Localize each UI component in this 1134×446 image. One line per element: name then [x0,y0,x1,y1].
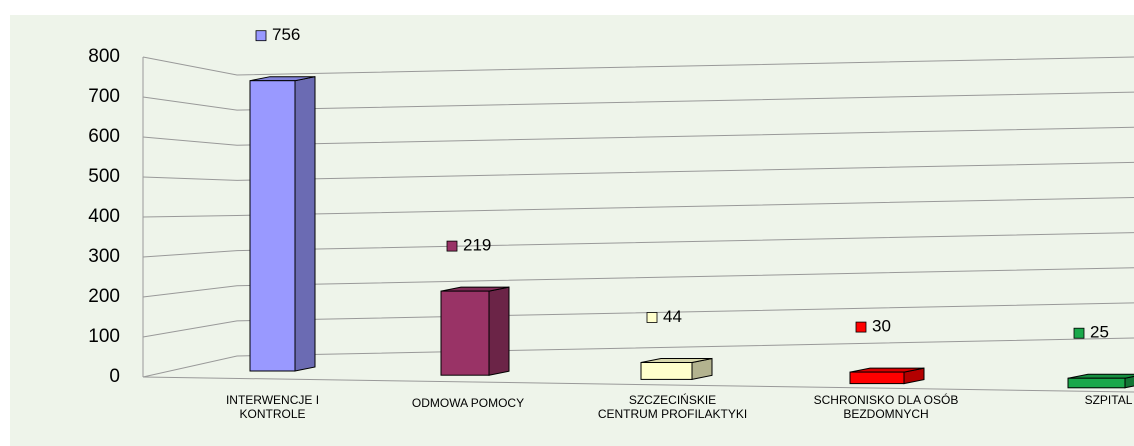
bar [849,371,905,385]
x-tick-label: SZCZECIŃSKIE CENTRUM PROFILAKTYKI [597,393,748,421]
grid-line [142,197,1134,218]
floor-edge [142,376,1134,393]
value-label: 25 [1090,323,1109,342]
y-tick-label: 300 [88,246,120,267]
y-tick-label: 0 [109,366,120,387]
x-tick-label: ODMOWA POMOCY [411,396,525,410]
value-label-key [1073,327,1085,339]
value-label: 219 [463,236,491,255]
grid-line [142,267,1134,298]
bar [640,362,693,380]
grid-line [142,126,1134,146]
value-label-key [255,30,267,42]
value-label-key [446,240,458,252]
y-tick-label: 200 [88,286,120,307]
x-tick-label: INTERWENCJE I KONTROLE [225,393,320,421]
y-tick-label: 500 [88,166,120,187]
grid-line [142,337,1134,378]
grid-line [142,56,1134,76]
value-label-key [646,312,658,323]
bar [440,290,490,376]
bar [249,80,296,372]
y-tick-label: 800 [88,46,120,67]
bar-side [488,286,510,376]
plot-background [10,15,1134,446]
grid-line [142,91,1134,111]
y-tick-label: 400 [88,206,120,227]
bar [1067,377,1126,389]
bar-side [294,76,316,372]
grid-line [142,232,1134,258]
grid-line [142,161,1134,181]
y-tick-label: 100 [88,326,120,347]
value-label: 30 [872,317,891,336]
x-tick-label: SCHRONISKO DLA OSÓB BEZDOMNYCH [813,393,959,421]
y-tick-label: 600 [88,126,120,147]
grid-line [142,302,1134,338]
value-label: 756 [272,25,300,44]
x-tick-label: SZPITAL [1084,393,1133,407]
y-tick-label: 700 [88,86,120,107]
value-label-key [855,321,867,333]
value-label: 44 [663,307,682,326]
